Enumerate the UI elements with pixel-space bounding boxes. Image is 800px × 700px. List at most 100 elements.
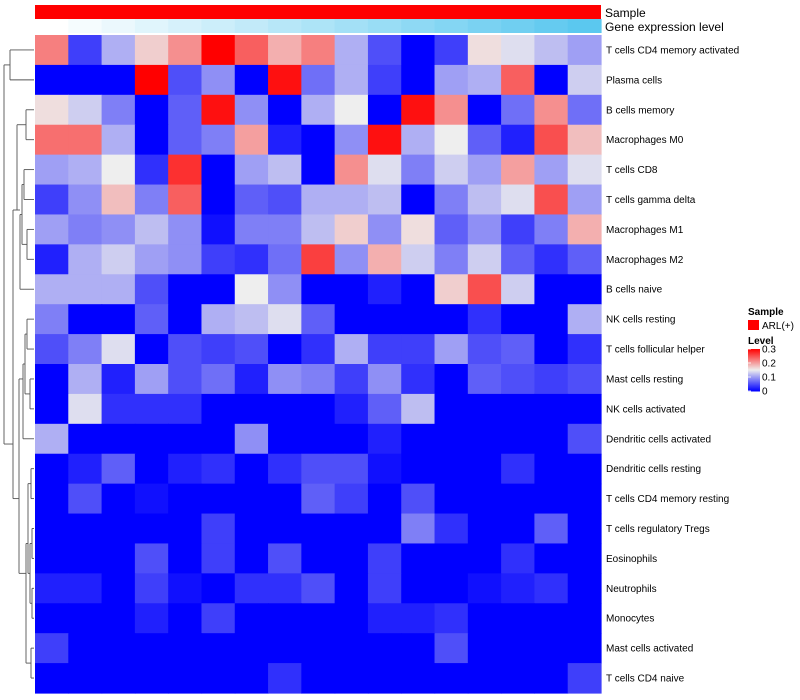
heatmap-cell	[334, 64, 369, 96]
heatmap-cell	[467, 154, 502, 186]
heatmap-cell	[534, 603, 569, 634]
legend-gradient-step	[748, 368, 760, 370]
heatmap-cell	[68, 364, 103, 395]
heatmap-cell	[501, 304, 536, 335]
annotation-expression-cell	[334, 19, 369, 33]
heatmap-cell	[434, 633, 469, 664]
heatmap-cell	[35, 483, 69, 515]
annotation-expression-cell	[101, 19, 136, 33]
heatmap-cell	[501, 393, 536, 425]
heatmap-cell	[301, 64, 336, 96]
legend-gradient-step	[748, 353, 760, 355]
heatmap-cell	[467, 334, 502, 365]
heatmap-cell	[534, 663, 569, 694]
row-label: NK cells resting	[606, 315, 675, 326]
legend-gradient-step	[748, 388, 760, 390]
heatmap-cell	[367, 334, 402, 365]
heatmap-cell	[201, 274, 236, 305]
legend-tick-label: 0.1	[762, 373, 776, 384]
legend-gradient-step	[748, 381, 760, 383]
row-label: Monocytes	[606, 614, 654, 625]
heatmap-cell	[401, 334, 436, 365]
heatmap-cell	[234, 573, 269, 604]
heatmap-cell	[501, 633, 536, 664]
heatmap-cell	[234, 244, 269, 275]
row-label: Mast cells resting	[606, 374, 683, 385]
heatmap-cell	[201, 453, 236, 485]
row-label: T cells follicular helper	[606, 345, 705, 356]
heatmap-cell	[68, 94, 103, 126]
heatmap-cell	[567, 35, 602, 66]
heatmap-cell	[301, 633, 336, 664]
heatmap-cell	[201, 364, 236, 395]
heatmap-cell	[168, 274, 203, 305]
heatmap-cell	[234, 603, 269, 634]
heatmap-cell	[134, 244, 169, 275]
heatmap-cell	[168, 364, 203, 395]
heatmap-cell	[534, 244, 569, 275]
heatmap-cell	[567, 543, 602, 574]
legend-gradient-step	[748, 360, 760, 362]
heatmap-cell	[467, 304, 502, 335]
annotation-expression-cell	[168, 19, 203, 33]
heatmap-cell	[68, 214, 103, 245]
annotation-expression-cell	[201, 19, 236, 33]
heatmap-cell	[201, 124, 236, 156]
heatmap-cell	[134, 154, 169, 186]
heatmap-cell	[134, 124, 169, 156]
heatmap-cell	[534, 513, 569, 545]
legend-level-title: Level	[748, 336, 774, 347]
heatmap-cell	[234, 94, 269, 126]
heatmap-cell	[168, 543, 203, 574]
row-label: Plasma cells	[606, 75, 662, 86]
heatmap-cell	[534, 453, 569, 485]
heatmap-cell	[567, 274, 602, 305]
heatmap-cell	[367, 393, 402, 425]
heatmap-cell	[434, 154, 469, 186]
heatmap-cell	[301, 334, 336, 365]
heatmap-cell	[134, 603, 169, 634]
heatmap-cell	[201, 304, 236, 335]
heatmap-cell	[467, 663, 502, 694]
heatmap-cell	[68, 573, 103, 604]
heatmap-cell	[567, 423, 602, 455]
heatmap-cell	[68, 244, 103, 275]
heatmap-cell	[467, 184, 502, 216]
heatmap-cell	[367, 633, 402, 664]
heatmap-cell	[134, 364, 169, 395]
heatmap-cell	[301, 573, 336, 604]
legend-gradient-step	[748, 355, 760, 357]
heatmap-cell	[301, 184, 336, 216]
heatmap-cell	[234, 334, 269, 365]
legend-gradient-step	[748, 357, 760, 359]
heatmap-cell	[501, 35, 536, 66]
heatmap-cell	[567, 184, 602, 216]
heatmap-cell	[367, 483, 402, 515]
heatmap-cell	[501, 124, 536, 156]
heatmap-cell	[201, 214, 236, 245]
heatmap-cell	[268, 184, 302, 216]
legend-gradient-step	[748, 389, 760, 391]
heatmap-cell	[434, 423, 469, 455]
heatmap-cell	[501, 364, 536, 395]
legend-gradient-step	[748, 366, 760, 368]
heatmap-cell	[268, 304, 302, 335]
heatmap-cell	[434, 35, 469, 66]
heatmap-cell	[367, 364, 402, 395]
heatmap-cell	[101, 393, 136, 425]
heatmap-cell	[501, 543, 536, 574]
heatmap-cell	[268, 543, 302, 574]
heatmap-cell	[367, 154, 402, 186]
heatmap-cell	[134, 184, 169, 216]
heatmap-cell	[367, 214, 402, 245]
heatmap-cell	[68, 35, 103, 66]
heatmap-cell	[234, 393, 269, 425]
heatmap-cell	[401, 94, 436, 126]
heatmap-cell	[467, 124, 502, 156]
heatmap-cell	[567, 244, 602, 275]
heatmap-cell	[101, 184, 136, 216]
row-label: T cells CD8	[606, 165, 658, 176]
heatmap-cell	[467, 453, 502, 485]
heatmap-cell	[367, 94, 402, 126]
heatmap-cell	[35, 64, 69, 96]
